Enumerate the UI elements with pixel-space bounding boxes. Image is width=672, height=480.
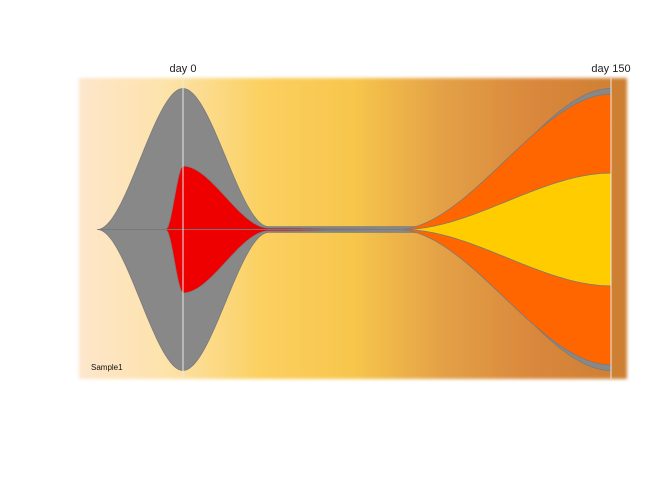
sample-label: Sample1 bbox=[91, 363, 123, 372]
x-tick-label-day-150: day 150 bbox=[591, 63, 630, 75]
clone-layer bbox=[97, 88, 612, 371]
x-tick-label-day-0: day 0 bbox=[170, 63, 197, 75]
timepoint-dividers bbox=[182, 78, 612, 379]
